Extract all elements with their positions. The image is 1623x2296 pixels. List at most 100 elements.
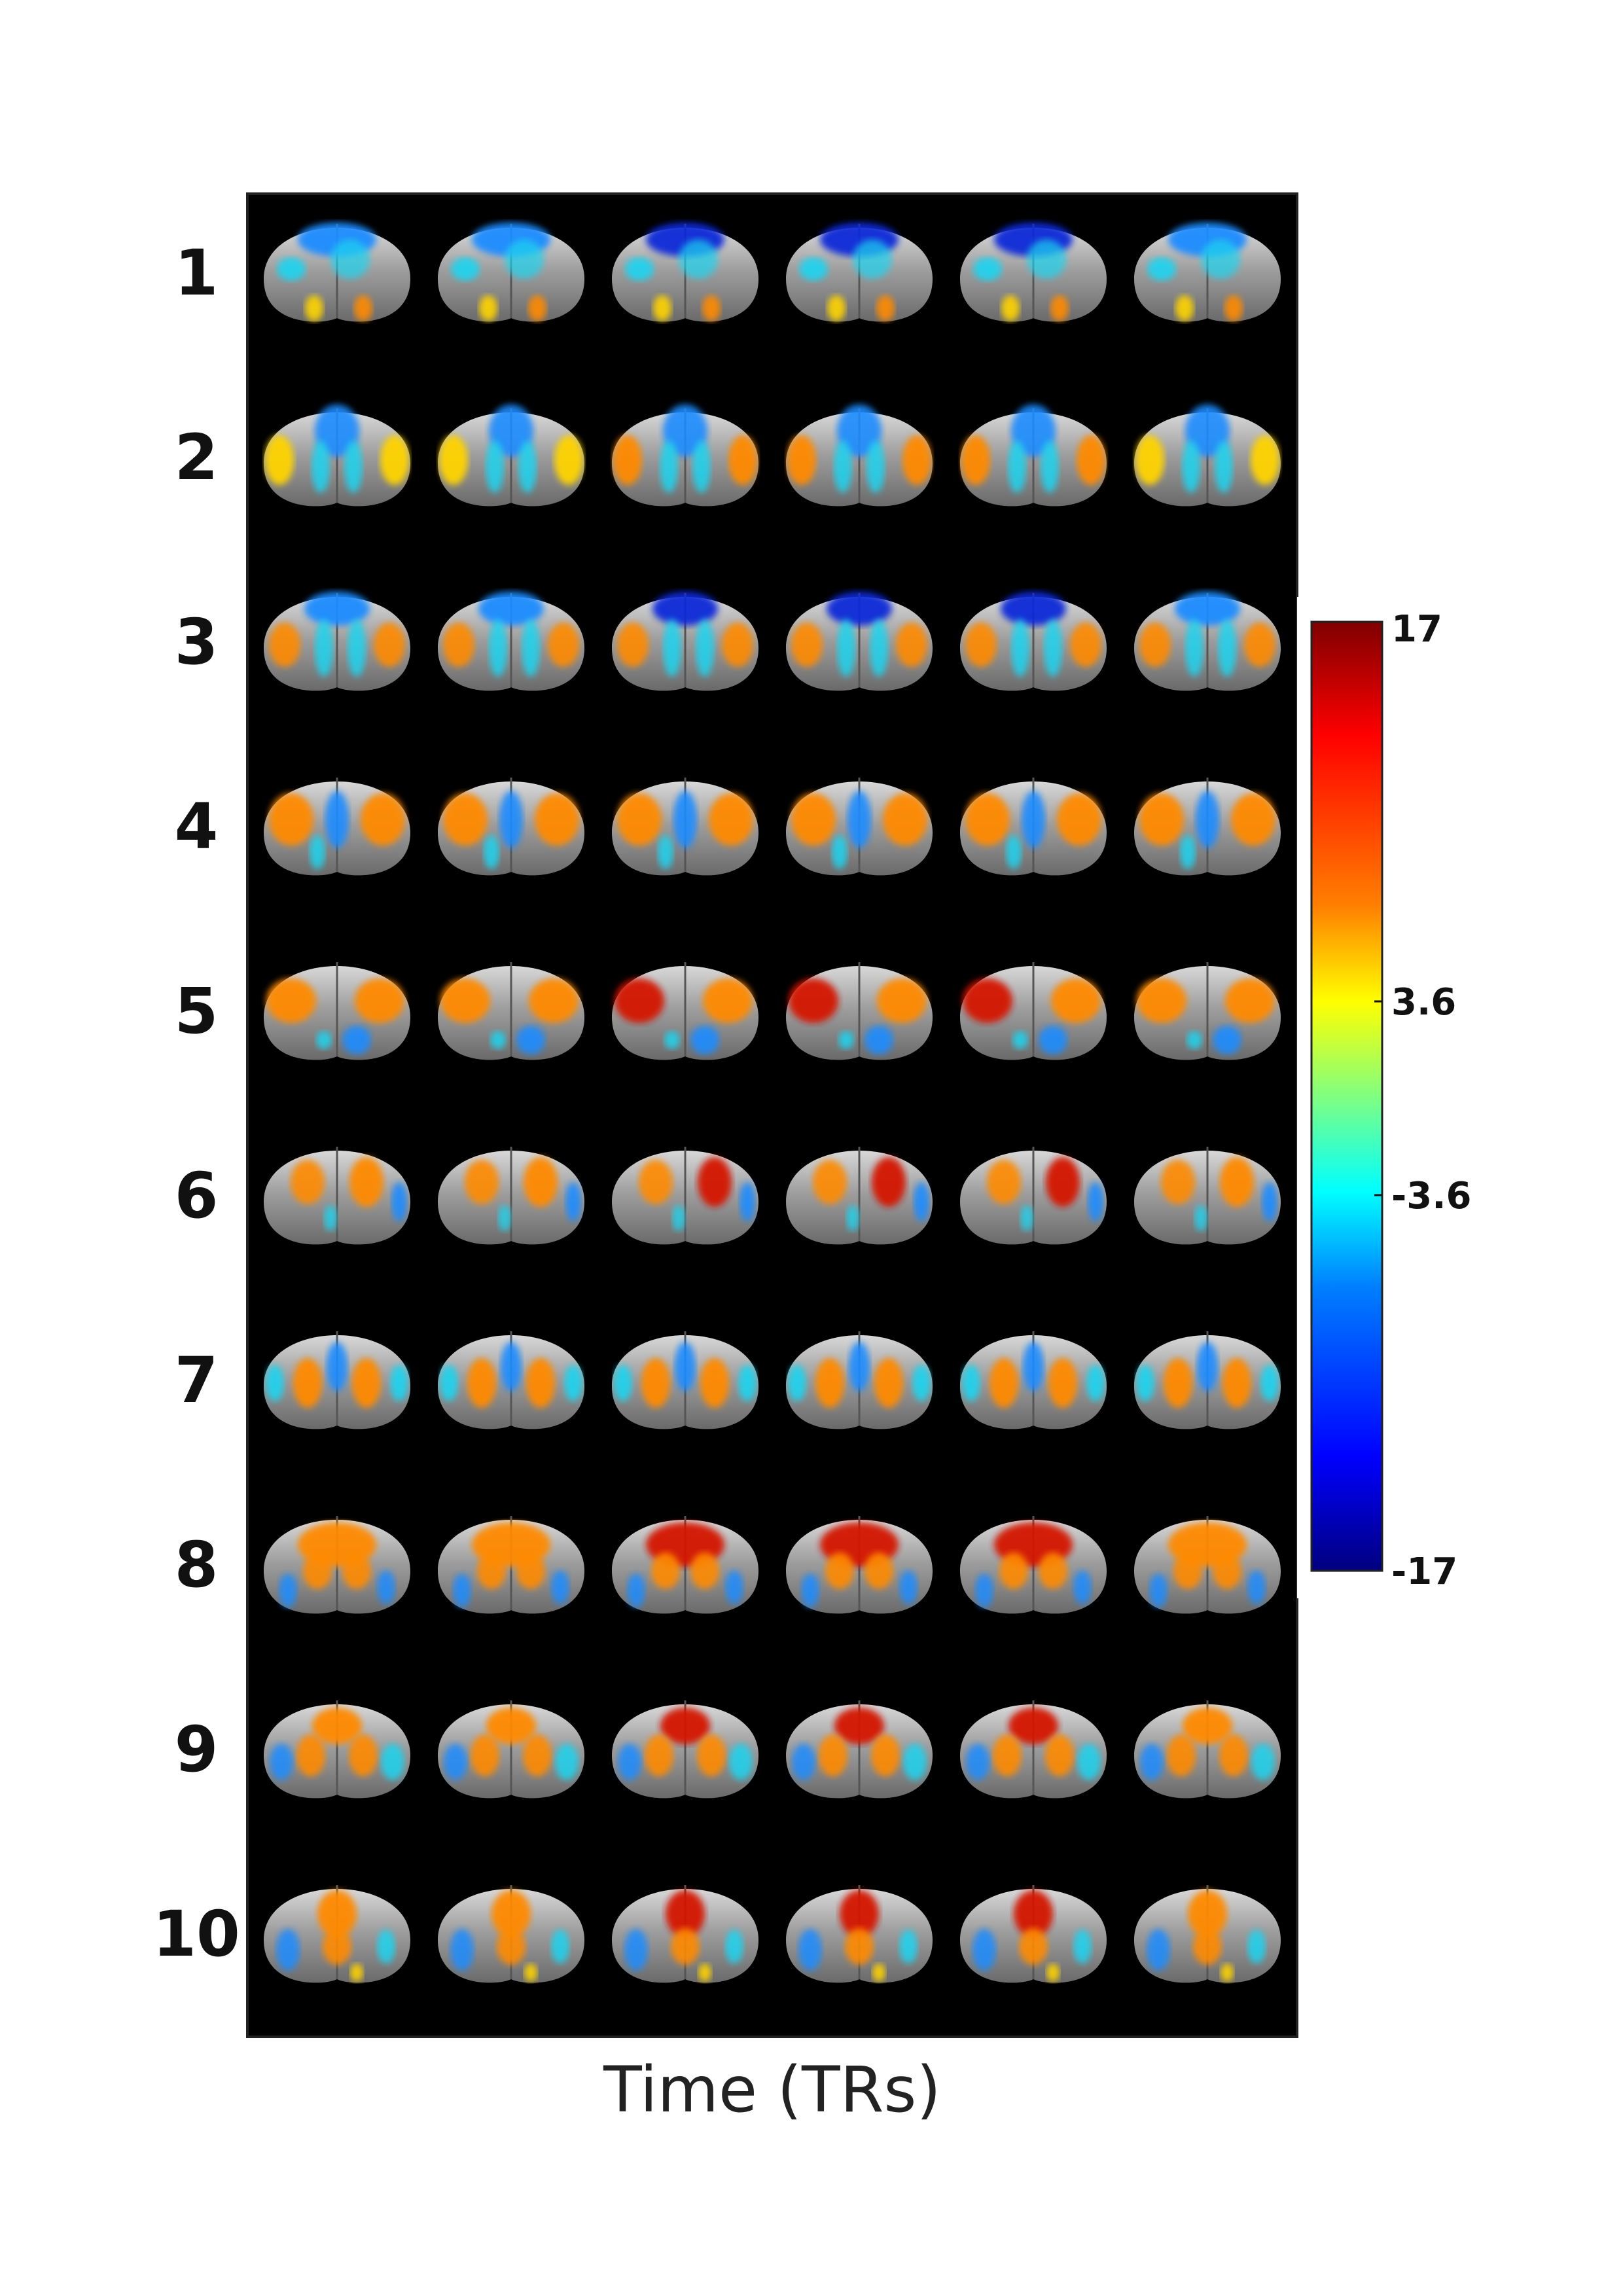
activation-blob bbox=[528, 295, 546, 321]
activation-blob bbox=[391, 1182, 407, 1221]
activation-blob bbox=[837, 404, 882, 457]
activation-blob bbox=[1137, 978, 1186, 1023]
brain-slice-r3-c5 bbox=[960, 592, 1107, 691]
activation-blob bbox=[564, 1365, 582, 1401]
activation-blob bbox=[1050, 295, 1069, 321]
activation-blob bbox=[443, 793, 488, 846]
activation-blob bbox=[1048, 1358, 1077, 1408]
brain-slice-r6-c3 bbox=[612, 1147, 758, 1245]
activation-blob bbox=[330, 240, 370, 279]
brain-slice-r5-c4 bbox=[786, 962, 933, 1060]
activation-blob bbox=[516, 1026, 545, 1054]
brain-slice-r9-c5 bbox=[960, 1700, 1107, 1799]
activation-blob bbox=[266, 978, 316, 1023]
brain-slice-r10-c4 bbox=[786, 1885, 933, 1983]
activation-blob bbox=[690, 1026, 719, 1054]
brain-slice-r4-c4 bbox=[786, 778, 933, 876]
brain-slice-r8-c5 bbox=[960, 1516, 1107, 1614]
activation-blob bbox=[1149, 1573, 1168, 1607]
activation-blob bbox=[1135, 435, 1164, 485]
brain-slice-r4-c1 bbox=[264, 778, 410, 876]
activation-blob bbox=[973, 257, 1002, 281]
brain-slice-r8-c4 bbox=[786, 1516, 933, 1614]
brain-slice-r3-c1 bbox=[264, 592, 410, 691]
activation-blob bbox=[1039, 1026, 1067, 1054]
activation-blob bbox=[625, 257, 654, 281]
activation-blob bbox=[883, 793, 927, 846]
row-label-5: 5 bbox=[175, 975, 219, 1048]
activation-blob bbox=[471, 1734, 499, 1776]
brain-slice-r7-c4 bbox=[786, 1331, 933, 1429]
activation-blob bbox=[1077, 1744, 1101, 1780]
activation-blob bbox=[834, 1708, 884, 1744]
brain-slice-r1-c1 bbox=[264, 223, 410, 322]
activation-blob bbox=[789, 978, 838, 1023]
activation-blob bbox=[1077, 435, 1105, 485]
brain-slice-r10-c2 bbox=[438, 1885, 584, 1983]
activation-blob bbox=[1041, 440, 1059, 493]
brain-slice-r1-c3 bbox=[612, 223, 758, 322]
activation-blob bbox=[1201, 240, 1240, 279]
activation-blob bbox=[738, 1365, 757, 1401]
activation-blob bbox=[671, 1928, 700, 1965]
activation-blob bbox=[672, 1205, 685, 1231]
activation-blob bbox=[912, 1365, 931, 1401]
activation-blob bbox=[1136, 1365, 1154, 1401]
brain-slice-r9-c1 bbox=[264, 1700, 410, 1799]
activation-blob bbox=[1139, 793, 1184, 846]
activation-blob bbox=[524, 1964, 537, 1982]
activation-blob bbox=[518, 440, 537, 493]
brain-slice-r4-c5 bbox=[960, 778, 1107, 876]
activation-blob bbox=[1194, 1205, 1207, 1231]
activation-blob bbox=[696, 619, 714, 677]
activation-blob bbox=[827, 295, 846, 321]
activation-blob bbox=[450, 1929, 474, 1971]
activation-blob bbox=[467, 1358, 496, 1408]
brain-slice-r1-c6 bbox=[1134, 223, 1281, 322]
activation-blob bbox=[1012, 1031, 1028, 1049]
row-label-7: 7 bbox=[175, 1344, 219, 1417]
activation-blob bbox=[325, 791, 349, 848]
activation-blob bbox=[555, 1744, 579, 1780]
activation-blob bbox=[813, 1160, 847, 1204]
activation-blob bbox=[293, 1358, 322, 1408]
activation-blob bbox=[1051, 978, 1101, 1023]
activation-blob bbox=[617, 793, 662, 846]
activation-blob bbox=[277, 257, 306, 281]
activation-blob bbox=[315, 404, 359, 457]
activation-blob bbox=[698, 1964, 711, 1982]
activation-blob bbox=[1023, 1342, 1044, 1391]
activation-blob bbox=[965, 793, 1010, 846]
activation-blob bbox=[1011, 619, 1029, 677]
colorbar: 17 3.6 -3.6 -17 bbox=[1297, 597, 1471, 1598]
activation-blob bbox=[535, 793, 579, 846]
brain-slice-r7-c3 bbox=[612, 1331, 758, 1429]
activation-blob bbox=[872, 1157, 906, 1207]
activation-blob bbox=[1244, 622, 1275, 667]
activation-blob bbox=[1140, 1744, 1164, 1780]
activation-blob bbox=[709, 793, 753, 846]
activation-blob bbox=[1164, 1358, 1192, 1408]
activation-blob bbox=[1221, 1964, 1234, 1982]
activation-blob bbox=[874, 1358, 903, 1408]
activation-blob bbox=[690, 1552, 719, 1589]
activation-blob bbox=[1219, 1734, 1248, 1776]
brain-slice-r2-c1 bbox=[264, 404, 410, 507]
activation-blob bbox=[740, 1182, 755, 1221]
activation-blob bbox=[1224, 295, 1243, 321]
activation-blob bbox=[1182, 440, 1200, 493]
activation-blob bbox=[853, 240, 892, 279]
activation-blob bbox=[702, 295, 721, 321]
activation-blob bbox=[377, 1570, 395, 1604]
activation-blob bbox=[1180, 835, 1196, 869]
brain-slice-r6-c6 bbox=[1134, 1147, 1281, 1245]
activation-blob bbox=[666, 1890, 705, 1937]
activation-blob bbox=[303, 1552, 332, 1589]
activation-blob bbox=[1247, 1570, 1266, 1604]
brain-slice-r2-c4 bbox=[786, 404, 933, 507]
activation-blob bbox=[1186, 1031, 1202, 1049]
activation-blob bbox=[1185, 619, 1204, 677]
activation-blob bbox=[354, 295, 372, 321]
activation-blob bbox=[837, 619, 855, 677]
